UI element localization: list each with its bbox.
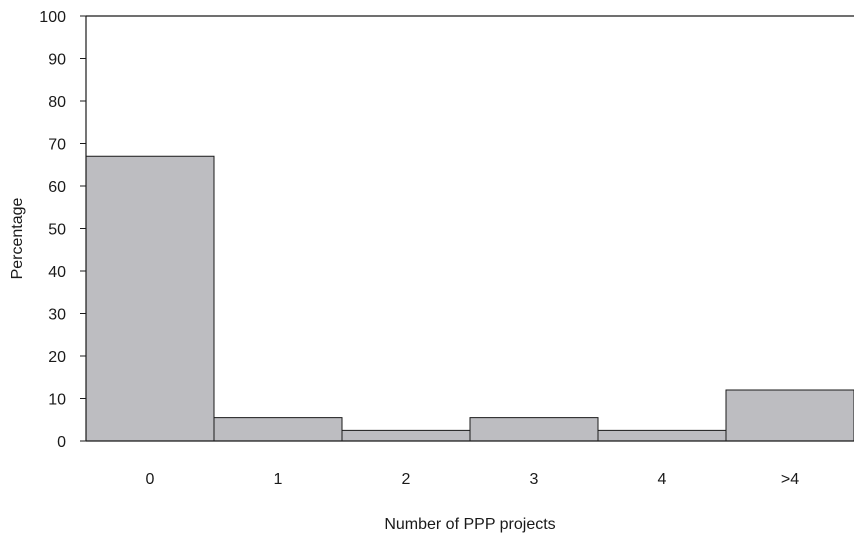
bar-3 [469, 417, 599, 442]
y-tick-label: 80 [48, 94, 66, 111]
y-tick-label: 0 [57, 434, 66, 451]
x-tick-label: 4 [658, 471, 667, 488]
bar-4 [597, 429, 727, 442]
x-axis-ticks: 0 1 2 3 4 >4 [146, 471, 800, 488]
y-tick-label: 100 [39, 9, 66, 26]
x-tick-label: 2 [402, 471, 411, 488]
bar-0 [85, 155, 215, 442]
y-tick-label: 10 [48, 392, 66, 409]
x-tick-label: 1 [274, 471, 283, 488]
y-tick-label: 30 [48, 307, 66, 324]
y-tick-label: 40 [48, 264, 66, 281]
bars-group [85, 155, 854, 442]
y-tick-label: 20 [48, 349, 66, 366]
x-axis-title: Number of PPP projects [384, 516, 555, 533]
y-axis-ticks: 0 10 20 30 40 50 60 70 80 90 100 [39, 9, 86, 451]
x-tick-label: 0 [146, 471, 155, 488]
x-tick-label: >4 [781, 471, 799, 488]
bar-5 [725, 389, 854, 442]
bar-1 [213, 417, 343, 442]
x-tick-label: 3 [530, 471, 539, 488]
y-tick-label: 90 [48, 52, 66, 69]
y-axis-title: Percentage [9, 197, 26, 279]
y-tick-label: 50 [48, 222, 66, 239]
y-tick-label: 70 [48, 137, 66, 154]
y-tick-label: 60 [48, 179, 66, 196]
bar-2 [341, 429, 471, 442]
